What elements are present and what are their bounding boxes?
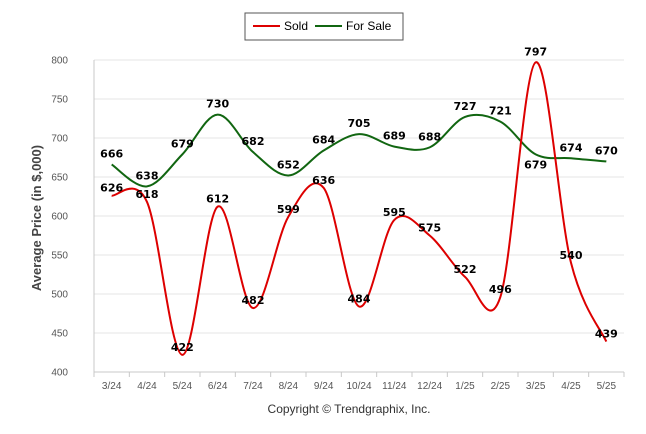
data-labels: 626 618 422 612 482 599 636 484 595 575 522 496 797 5… <box>100 45 618 354</box>
data-label-for-sale: 684 <box>312 133 335 146</box>
data-label-sold: 636 <box>312 174 335 187</box>
data-label-for-sale: 666 <box>100 148 123 161</box>
y-tick-label: 750 <box>51 95 68 106</box>
series-layer <box>111 61 608 356</box>
x-tick-label: 1/25 <box>455 381 475 392</box>
x-tick-label: 8/24 <box>279 381 299 392</box>
y-tick-label: 650 <box>51 173 68 184</box>
data-label-for-sale: 721 <box>489 105 512 118</box>
x-tick-label: 6/24 <box>208 381 228 392</box>
data-label-sold: 522 <box>454 263 477 276</box>
data-label-sold: 618 <box>136 188 159 201</box>
y-tick-label: 400 <box>51 368 68 379</box>
x-tick-label: 10/24 <box>346 381 371 392</box>
data-label-sold: 496 <box>489 283 512 296</box>
data-label-for-sale: 727 <box>454 100 477 113</box>
data-label-sold: 797 <box>524 45 547 58</box>
x-tick-label: 3/25 <box>526 381 546 392</box>
data-label-for-sale: 674 <box>560 141 583 154</box>
data-label-for-sale: 670 <box>595 144 618 157</box>
data-label-sold: 540 <box>560 249 583 262</box>
x-tick-label: 5/24 <box>173 381 193 392</box>
data-label-sold: 599 <box>277 203 300 216</box>
data-label-sold: 612 <box>206 193 229 206</box>
data-label-sold: 482 <box>242 294 265 307</box>
x-tick-label: 5/25 <box>597 381 617 392</box>
data-label-for-sale: 688 <box>418 130 441 143</box>
axes: 400 450 500 550 600 650 700 750 800 3/24 4/24 5/24 6… <box>51 56 625 392</box>
legend-sold-label[interactable]: Sold <box>284 19 308 33</box>
x-tick-label: 4/25 <box>561 381 581 392</box>
x-tick-label: 2/25 <box>491 381 511 392</box>
x-tick-label: 4/24 <box>137 381 157 392</box>
data-label-for-sale: 679 <box>171 137 194 150</box>
data-label-sold: 439 <box>595 328 618 341</box>
data-label-for-sale: 705 <box>348 117 371 130</box>
y-tick-label: 450 <box>51 329 68 340</box>
y-axis-title: Average Price (in $,000) <box>29 145 44 291</box>
grid-lines <box>94 59 624 373</box>
series-line-sold <box>111 61 608 356</box>
data-label-for-sale: 638 <box>136 169 159 182</box>
series-line-for-sale <box>111 113 607 188</box>
data-label-for-sale: 730 <box>206 98 229 111</box>
y-tick-label: 550 <box>51 251 68 262</box>
data-label-for-sale: 679 <box>524 158 547 171</box>
data-label-sold: 575 <box>418 222 441 235</box>
legend-forsale-label[interactable]: For Sale <box>346 19 392 33</box>
y-tick-label: 800 <box>51 56 68 67</box>
data-label-sold: 422 <box>171 341 194 354</box>
x-tick-label: 11/24 <box>382 381 407 392</box>
x-tick-label: 3/24 <box>102 381 122 392</box>
data-label-for-sale: 652 <box>277 158 300 171</box>
data-label-sold: 626 <box>100 182 123 195</box>
legend[interactable]: Sold For Sale <box>244 12 404 41</box>
x-tick-label: 7/24 <box>243 381 263 392</box>
data-label-for-sale: 689 <box>383 130 406 143</box>
x-tick-label: 9/24 <box>314 381 334 392</box>
data-label-sold: 595 <box>383 206 406 219</box>
data-label-sold: 484 <box>348 292 371 305</box>
x-tick-label: 12/24 <box>417 381 442 392</box>
y-tick-label: 600 <box>51 212 68 223</box>
data-label-for-sale: 682 <box>242 135 265 148</box>
y-tick-label: 500 <box>51 290 68 301</box>
copyright-text: Copyright © Trendgraphix, Inc. <box>268 402 431 416</box>
y-tick-label: 700 <box>51 134 68 145</box>
